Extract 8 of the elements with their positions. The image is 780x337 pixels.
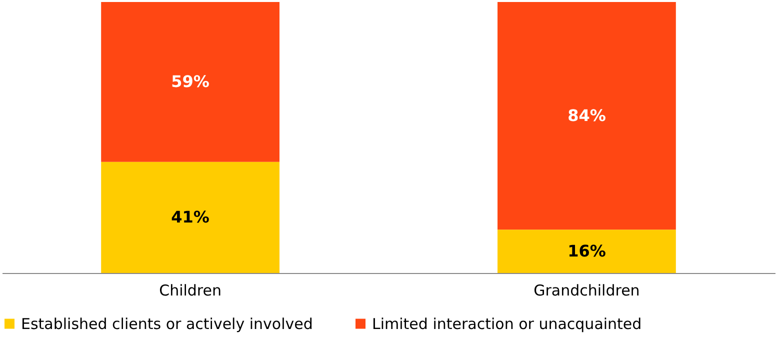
data-label: 59% [171, 72, 210, 91]
x-tick-label: Grandchildren [534, 282, 640, 300]
data-label: 41% [171, 207, 210, 226]
legend-label: Established clients or actively involved [21, 314, 313, 333]
legend-label: Limited interaction or unacquainted [372, 314, 642, 333]
data-label: 16% [568, 241, 606, 260]
x-tick-label: Children [159, 282, 222, 300]
data-label: 84% [568, 106, 606, 125]
